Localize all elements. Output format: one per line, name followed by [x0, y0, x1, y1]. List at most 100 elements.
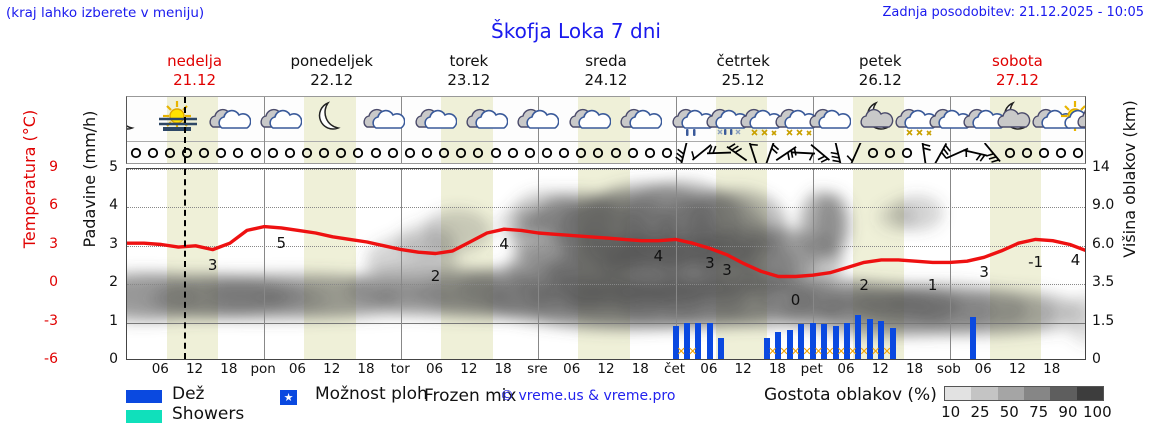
- precipitation-tick-label: 2: [109, 274, 118, 291]
- temperature-point-label: 5: [276, 233, 287, 252]
- gridline-horizontal: [127, 207, 1085, 209]
- moon-cloud-icon: [1077, 99, 1085, 139]
- hour-axis-labels: 06 12 18 pon 06 12 18 tor 06 12 18 sre 06 12 18 čet 06 12…: [126, 361, 1086, 379]
- wind-barb: [258, 143, 288, 163]
- day-name: ponedeljek: [290, 52, 373, 70]
- wind-barb: [858, 143, 888, 163]
- cloud-density-segment: [945, 387, 972, 400]
- wind-barb: [241, 143, 271, 163]
- gridline-horizontal: [127, 284, 1085, 286]
- cloud-density-segment: [971, 387, 998, 400]
- hour-label: 18: [357, 361, 375, 377]
- hour-label: sob: [936, 361, 961, 377]
- temperature-point-label: 4: [1070, 250, 1081, 269]
- hour-label: 06: [288, 361, 307, 377]
- cloud-density-segment: [997, 387, 1024, 400]
- day-header-četrtek: četrtek 25.12: [675, 52, 812, 92]
- wind-barb: [738, 143, 768, 163]
- hour-label: tor: [390, 361, 410, 377]
- wind-barb: [618, 143, 648, 163]
- wind-barb: [378, 143, 408, 163]
- frozen-mix-marker: ✕: [813, 345, 824, 358]
- wind-barb: [206, 143, 236, 163]
- frozen-mix-marker: ✕: [676, 345, 686, 358]
- cloudheight-axis-title: Višina oblakov (km): [1120, 100, 1139, 258]
- precipitation-bar: [866, 318, 873, 359]
- day-separator: [675, 97, 677, 163]
- partly-cloudy-icon: [466, 99, 508, 139]
- precipitation-bar: [809, 322, 816, 359]
- wind-barb: [292, 143, 322, 163]
- precipitation-tick-label: 4: [109, 197, 118, 214]
- day-name: četrtek: [716, 52, 770, 70]
- frozen-mix-marker: ✕: [859, 345, 869, 358]
- cloud-density-value: 75: [1029, 403, 1049, 421]
- wind-barb: [995, 143, 1025, 163]
- gridline-vertical: [264, 169, 266, 359]
- partly-cloudy-icon: [363, 99, 406, 139]
- last-updated-label: Zadnja posodobitev: 21.12.2025 - 10:05: [882, 5, 1144, 20]
- precipitation-bar: [844, 322, 850, 359]
- wind-barb: [566, 143, 596, 163]
- rain-legend-label: Dež: [172, 384, 205, 404]
- credit-link[interactable]: © vreme.us & vreme.pro: [500, 388, 676, 404]
- wind-barb: [532, 143, 562, 163]
- precipitation-bar: [878, 320, 885, 359]
- gridline-horizontal: [127, 322, 1085, 324]
- precipitation-bar: [706, 322, 713, 359]
- cloud-density-scale-labels: 10 25 50 75 90 100: [936, 403, 1112, 421]
- temperature-tick-label: 9: [49, 159, 58, 175]
- current-time-marker: [184, 97, 187, 163]
- hour-label: 18: [220, 361, 238, 377]
- daylight-band: [304, 97, 356, 163]
- temperature-tick-label: -3: [44, 312, 58, 329]
- precipitation-bar: [821, 324, 828, 359]
- frozen-mix-marker: ✕: [825, 345, 835, 358]
- precipitation-tick-label: 5: [109, 159, 118, 175]
- wind-barb: [395, 143, 425, 163]
- wind-barb: [1046, 143, 1076, 163]
- hour-label: pon: [250, 361, 276, 377]
- day-date: 23.12: [447, 71, 491, 89]
- day-separator: [264, 97, 266, 163]
- page-title: Škofja Loka 7 dni: [491, 19, 661, 43]
- hour-label: pet: [800, 361, 823, 377]
- hour-label: 12: [597, 361, 615, 377]
- day-date: 21.12: [173, 71, 217, 89]
- star-badge-icon: ★: [280, 390, 297, 405]
- hour-label: 06: [151, 361, 169, 377]
- precipitation-bar: [718, 337, 725, 359]
- wind-barb: [223, 143, 253, 163]
- temperature-point-label: 0: [790, 290, 801, 309]
- wind-barb: [601, 143, 631, 163]
- hour-label: 06: [563, 361, 581, 377]
- day-header-sobota: sobota 27.12: [949, 52, 1086, 92]
- cloud-density-legend-title: Gostota oblakov (%): [764, 385, 937, 405]
- wind-barb: [652, 143, 682, 163]
- cloudy-snow-icon: [775, 99, 817, 139]
- gridline-horizontal: [127, 245, 1085, 247]
- hour-label: 18: [494, 361, 512, 377]
- daylight-band: [852, 97, 905, 163]
- daylight-band: [989, 97, 1042, 163]
- cloud-density-value: 100: [1082, 403, 1112, 421]
- temperature-tick-label: -6: [44, 351, 58, 367]
- frozen-mix-marker: ✕: [688, 345, 698, 358]
- precipitation-tick-label: 3: [109, 235, 118, 252]
- wind-barb: [343, 143, 373, 163]
- cloudheight-tick-label: 0: [1092, 351, 1101, 367]
- wind-barb: [1012, 143, 1042, 163]
- frozen-mix-marker: ✕: [848, 345, 858, 358]
- wind-barb: [841, 143, 871, 163]
- temperature-point-label: -1: [1028, 253, 1044, 272]
- showers-color-swatch: [126, 410, 162, 423]
- temperature-point-label: 3: [705, 254, 715, 273]
- cloudheight-tick-label: 6.0: [1092, 235, 1115, 252]
- precipitation-bar: [798, 324, 805, 359]
- day-name: nedelja: [167, 52, 223, 70]
- cloud-density-segment: [1076, 387, 1103, 400]
- cloudy-icon: [963, 99, 1006, 139]
- chance-showers-legend-label: Možnost ploh: [315, 384, 428, 404]
- legend: Dež Showers ★ Možnost ploh Frozen mix © …: [0, 384, 1152, 443]
- cloudheight-tick-label: 3.5: [1092, 274, 1115, 291]
